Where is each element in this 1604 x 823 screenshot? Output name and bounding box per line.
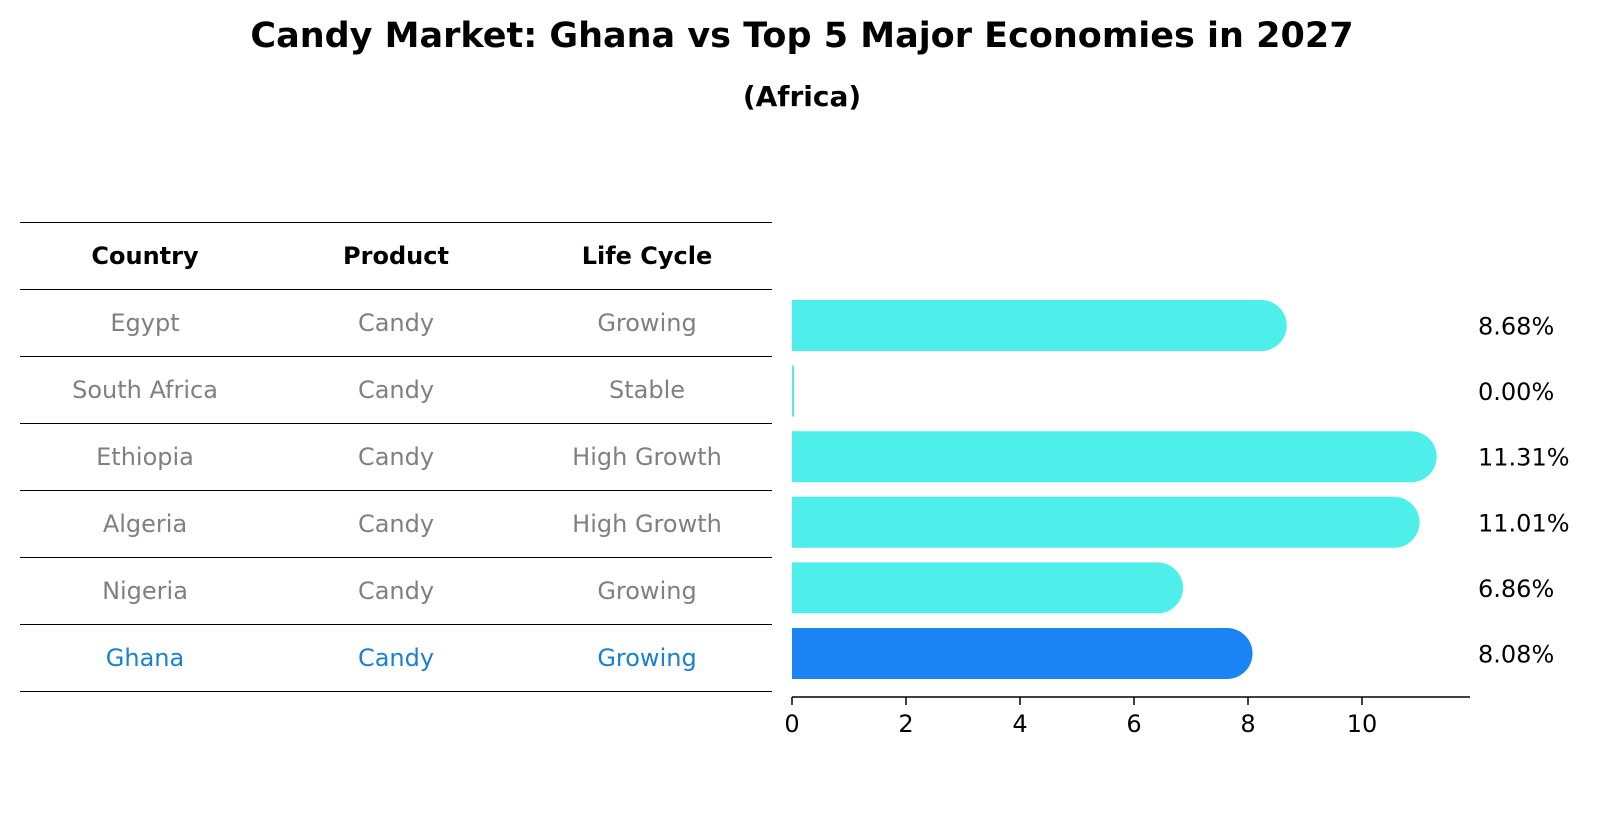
cell-product: Candy — [357, 510, 435, 538]
x-tick-label: 8 — [1240, 710, 1255, 738]
bar-algeria — [792, 496, 1420, 548]
cell-country: Nigeria — [102, 577, 188, 605]
cell-country: Egypt — [110, 309, 180, 337]
table-header-row: Country Product Life Cycle — [20, 222, 772, 290]
table-row-highlight: Ghana Candy Growing — [20, 625, 772, 692]
cell-life-cycle: High Growth — [572, 510, 722, 538]
header-country: Country — [91, 242, 199, 270]
market-table: Country Product Life Cycle Egypt Candy G… — [20, 222, 772, 692]
x-tick-label: 6 — [1126, 710, 1141, 738]
cell-life-cycle: Growing — [597, 309, 697, 337]
cell-product: Candy — [357, 443, 435, 471]
table-row: Egypt Candy Growing — [20, 290, 772, 357]
cell-country: Algeria — [102, 510, 188, 538]
bar-value-label: 8.68% — [1478, 313, 1554, 341]
bar-ghana — [792, 628, 1253, 679]
header-life-cycle: Life Cycle — [581, 242, 713, 270]
cell-country: Ghana — [105, 644, 185, 672]
chart-subtitle: (Africa) — [742, 80, 862, 113]
x-tick-label: 10 — [1347, 710, 1378, 738]
bar-nigeria — [792, 562, 1184, 614]
chart-title: Candy Market: Ghana vs Top 5 Major Econo… — [250, 16, 1354, 56]
cell-life-cycle: High Growth — [572, 443, 722, 471]
header-product: Product — [343, 242, 449, 270]
bar-value-label: 0.00% — [1478, 378, 1554, 406]
table-row: Algeria Candy High Growth — [20, 491, 772, 558]
bar-value-label: 11.01% — [1478, 509, 1570, 537]
cell-product: Candy — [357, 376, 435, 404]
x-tick-label: 0 — [784, 710, 799, 738]
bar-south-africa — [792, 365, 794, 417]
bar-value-label: 11.31% — [1478, 444, 1570, 472]
cell-country: Ethiopia — [96, 443, 194, 471]
cell-product: Candy — [357, 577, 435, 605]
x-tick-label: 2 — [898, 710, 913, 738]
x-tick-label: 4 — [1012, 710, 1027, 738]
bar-value-label: 8.08% — [1478, 641, 1554, 669]
cell-life-cycle: Stable — [608, 376, 686, 404]
table-row: South Africa Candy Stable — [20, 357, 772, 424]
table-row: Nigeria Candy Growing — [20, 558, 772, 625]
bar-ethiopia — [792, 431, 1437, 483]
bar-egypt — [792, 300, 1287, 351]
cell-life-cycle: Growing — [597, 577, 697, 605]
bar-value-label: 6.86% — [1478, 575, 1554, 603]
cell-product: Candy — [357, 644, 435, 672]
table-row: Ethiopia Candy High Growth — [20, 424, 772, 491]
cell-country: South Africa — [72, 376, 218, 404]
cell-product: Candy — [357, 309, 435, 337]
cell-life-cycle: Growing — [597, 644, 697, 672]
